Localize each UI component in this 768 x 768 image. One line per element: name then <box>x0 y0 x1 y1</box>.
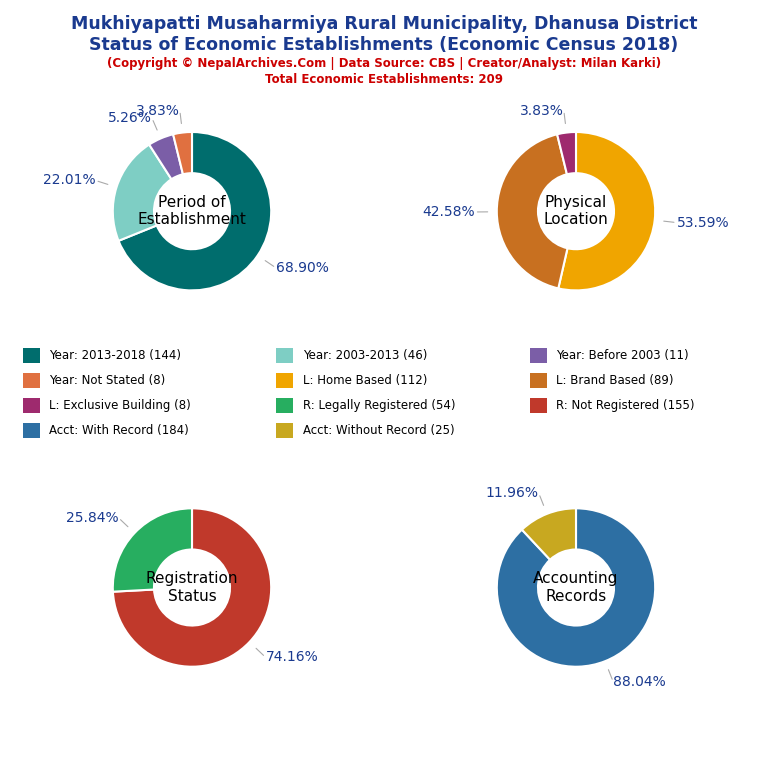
Text: 3.83%: 3.83% <box>520 104 564 118</box>
Wedge shape <box>113 144 171 241</box>
Bar <box>530 348 547 363</box>
Text: Mukhiyapatti Musaharmiya Rural Municipality, Dhanusa District: Mukhiyapatti Musaharmiya Rural Municipal… <box>71 15 697 33</box>
Text: L: Home Based (112): L: Home Based (112) <box>303 374 427 387</box>
Wedge shape <box>557 132 576 174</box>
Text: R: Not Registered (155): R: Not Registered (155) <box>556 399 694 412</box>
Text: 25.84%: 25.84% <box>66 511 118 525</box>
Bar <box>276 422 293 439</box>
Bar <box>276 372 293 389</box>
Text: 88.04%: 88.04% <box>613 675 666 689</box>
Wedge shape <box>149 134 183 179</box>
Text: 3.83%: 3.83% <box>136 104 180 118</box>
Text: Registration
Status: Registration Status <box>146 571 238 604</box>
Text: 5.26%: 5.26% <box>108 111 152 125</box>
Text: R: Legally Registered (54): R: Legally Registered (54) <box>303 399 455 412</box>
Wedge shape <box>113 508 271 667</box>
Bar <box>23 372 40 389</box>
Wedge shape <box>497 508 655 667</box>
Text: Year: Not Stated (8): Year: Not Stated (8) <box>49 374 165 387</box>
Bar <box>23 422 40 439</box>
Text: 11.96%: 11.96% <box>486 486 539 500</box>
Text: L: Exclusive Building (8): L: Exclusive Building (8) <box>49 399 191 412</box>
Text: Acct: Without Record (25): Acct: Without Record (25) <box>303 424 454 437</box>
Bar <box>276 398 293 413</box>
Wedge shape <box>522 508 576 560</box>
Text: Total Economic Establishments: 209: Total Economic Establishments: 209 <box>265 73 503 86</box>
Text: Accounting
Records: Accounting Records <box>533 571 619 604</box>
Wedge shape <box>497 134 568 289</box>
Wedge shape <box>173 132 192 174</box>
Bar <box>530 372 547 389</box>
Text: L: Brand Based (89): L: Brand Based (89) <box>556 374 674 387</box>
Text: 68.90%: 68.90% <box>276 261 329 275</box>
Bar <box>530 398 547 413</box>
Text: 74.16%: 74.16% <box>266 650 318 664</box>
Text: Year: 2003-2013 (46): Year: 2003-2013 (46) <box>303 349 427 362</box>
Text: 42.58%: 42.58% <box>422 205 475 219</box>
Text: Physical
Location: Physical Location <box>544 195 608 227</box>
Wedge shape <box>113 508 192 591</box>
Text: (Copyright © NepalArchives.Com | Data Source: CBS | Creator/Analyst: Milan Karki: (Copyright © NepalArchives.Com | Data So… <box>107 57 661 70</box>
Text: Acct: With Record (184): Acct: With Record (184) <box>49 424 189 437</box>
Text: Period of
Establishment: Period of Establishment <box>137 195 247 227</box>
Bar <box>23 348 40 363</box>
Text: Status of Economic Establishments (Economic Census 2018): Status of Economic Establishments (Econo… <box>89 36 679 54</box>
Bar <box>276 348 293 363</box>
Text: 53.59%: 53.59% <box>677 216 730 230</box>
Wedge shape <box>118 132 271 290</box>
Wedge shape <box>558 132 655 290</box>
Text: 22.01%: 22.01% <box>43 174 95 187</box>
Bar <box>23 398 40 413</box>
Text: Year: Before 2003 (11): Year: Before 2003 (11) <box>556 349 689 362</box>
Text: Year: 2013-2018 (144): Year: 2013-2018 (144) <box>49 349 181 362</box>
